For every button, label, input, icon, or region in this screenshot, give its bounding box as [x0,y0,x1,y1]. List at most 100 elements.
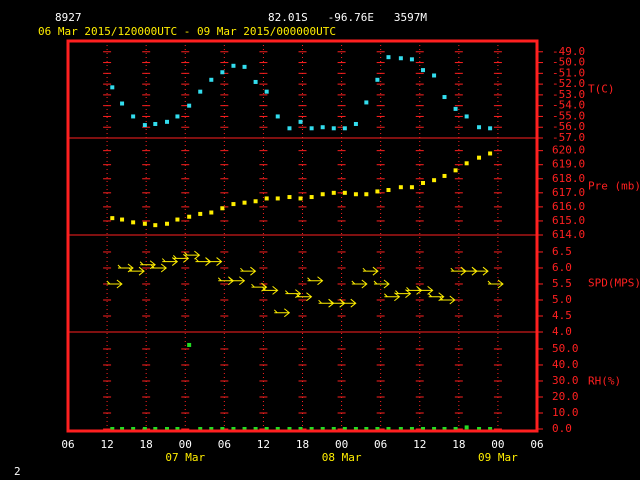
point [120,101,125,106]
y-tick-label: 30.0 [552,374,579,387]
point [287,426,292,431]
point [275,196,280,201]
point [477,125,482,130]
point [320,192,325,197]
wind-arrow [128,266,145,276]
point [110,85,115,90]
wind-arrow [150,263,167,273]
y-tick-label: 6.5 [552,245,572,258]
point [165,426,170,431]
point [131,114,136,119]
x-tick-label: 18 [296,438,309,451]
wind-arrow [340,298,357,308]
y-tick-label: -51.0 [552,66,585,79]
point [398,426,403,431]
y-tick-label: 5.5 [552,277,572,290]
wind-arrow [362,266,379,276]
point [409,185,414,190]
point [342,126,347,131]
x-tick-label: 06 [61,438,74,451]
point [453,168,458,173]
point [253,199,258,204]
x-tick-label: 12 [100,438,113,451]
y-tick-label: -50.0 [552,56,585,69]
point [409,426,414,431]
point [264,89,269,94]
y-tick-label: 40.0 [552,358,579,371]
point [353,192,358,197]
point [220,426,225,431]
wind-arrow [472,266,489,276]
y-tick-label: -52.0 [552,77,585,90]
point [110,216,115,221]
y-tick-label: 614.0 [552,228,585,241]
point [187,214,192,219]
point [198,211,203,216]
period: 06 Mar 2015/120000UTC - 09 Mar 2015/0000… [38,25,336,38]
y-tick-label: 615.0 [552,214,585,227]
point [142,123,147,128]
y-tick-label: 4.5 [552,309,572,322]
wind-arrow [273,308,291,318]
point [175,114,180,119]
point [231,202,236,207]
point [131,220,136,225]
point [209,426,214,431]
point [488,426,493,431]
point [331,426,336,431]
y-tick-label: 618.0 [552,172,585,185]
y-tick-label: 6.0 [552,261,572,274]
x-tick-label: 00 [179,438,192,451]
y-tick-label: -56.0 [552,120,585,133]
point [331,190,336,195]
point [342,426,347,431]
point [442,95,447,100]
y-tick-label: 616.0 [552,200,585,213]
wind-arrow [229,276,246,286]
point [287,195,292,200]
footer: 2 [14,465,21,478]
point [464,114,469,119]
point [287,126,292,131]
point [110,426,115,431]
point [320,125,325,130]
point [432,426,437,431]
date-label: 07 Mar [165,451,205,464]
point [253,79,258,84]
wind-arrow [117,263,134,273]
x-tick-label: 00 [335,438,348,451]
point [131,426,136,431]
y-tick-label: -55.0 [552,109,585,122]
point [275,426,280,431]
point [353,426,358,431]
point [386,188,391,193]
point [242,426,247,431]
x-tick-label: 18 [452,438,465,451]
point [421,68,426,73]
point [142,221,147,226]
point [331,126,336,131]
date-label: 09 Mar [478,451,518,464]
point [120,426,125,431]
point [165,221,170,226]
y-tick-label: 619.0 [552,158,585,171]
y-tick-label: 4.0 [552,325,572,338]
point [488,126,493,131]
point [264,426,269,431]
x-tick-label: 06 [374,438,387,451]
wind-arrow [296,292,313,302]
wind-arrow [184,250,201,260]
point [298,426,303,431]
point [353,121,358,126]
point [231,426,236,431]
y-tick-label: 20.0 [552,390,579,403]
wind-arrow [161,257,179,266]
point [364,100,369,105]
panel-label: RH(%) [588,375,621,388]
wind-arrow [251,282,268,292]
y-tick-label: 10.0 [552,406,579,419]
wind-arrow [285,289,302,298]
point [242,200,247,205]
point [242,64,247,69]
